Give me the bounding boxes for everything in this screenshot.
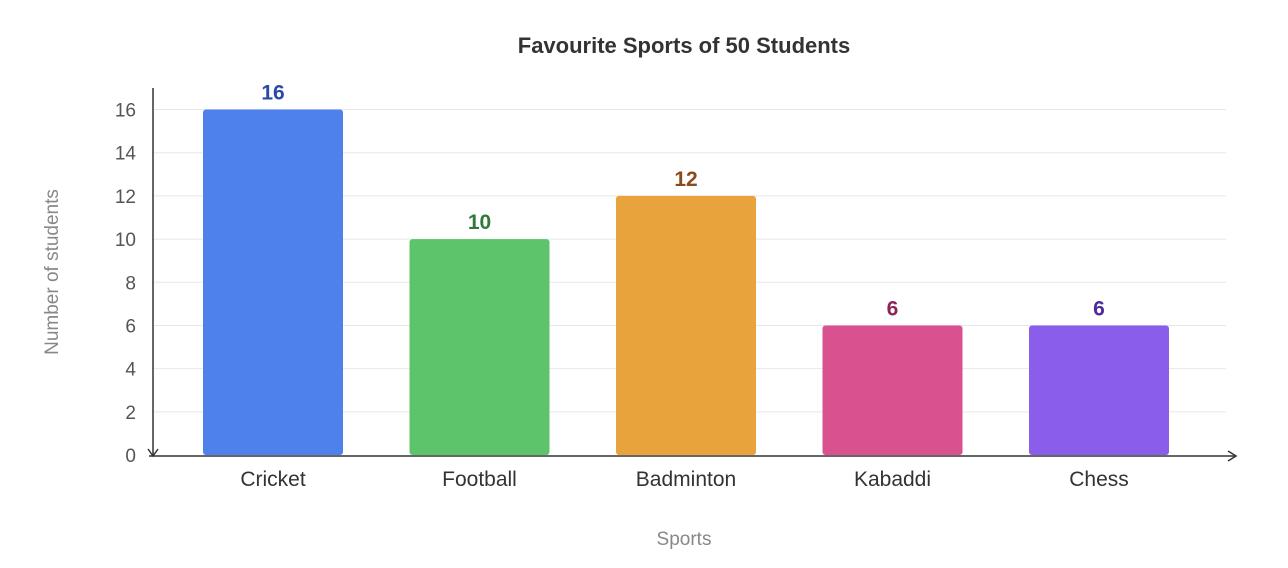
x-category-label: Badminton bbox=[636, 468, 736, 491]
chart-title: Favourite Sports of 50 Students bbox=[518, 33, 851, 58]
y-tick-label: 12 bbox=[115, 187, 136, 208]
y-axis-title: Number of students bbox=[42, 189, 63, 355]
x-axis-title: Sports bbox=[657, 529, 712, 550]
y-tick-label: 16 bbox=[115, 101, 136, 122]
y-tick-label: 10 bbox=[115, 230, 136, 251]
data-label: 10 bbox=[468, 211, 491, 234]
x-category-labels: Cricket Football Badminton Kabaddi Chess bbox=[240, 468, 1128, 491]
bars bbox=[203, 109, 1169, 455]
data-label: 16 bbox=[261, 82, 284, 105]
x-category-label: Football bbox=[442, 468, 517, 491]
data-label: 6 bbox=[1093, 297, 1105, 320]
data-label: 6 bbox=[887, 297, 899, 320]
y-tick-label: 0 bbox=[125, 446, 136, 467]
data-label: 12 bbox=[674, 168, 697, 191]
y-tick-labels: 0 2 4 6 8 10 12 14 16 bbox=[115, 101, 137, 468]
bar bbox=[203, 109, 343, 455]
y-tick-label: 4 bbox=[125, 360, 136, 381]
x-category-label: Chess bbox=[1069, 468, 1129, 491]
y-tick-label: 6 bbox=[125, 316, 136, 337]
y-tick-label: 14 bbox=[115, 144, 137, 165]
bar bbox=[616, 195, 756, 455]
data-labels: 16 10 12 6 6 bbox=[261, 82, 1105, 321]
bar bbox=[1029, 325, 1169, 455]
x-category-label: Cricket bbox=[240, 468, 306, 491]
bar bbox=[409, 239, 550, 455]
axes bbox=[147, 88, 1238, 462]
bar bbox=[822, 325, 963, 455]
x-axis-arrowhead bbox=[1227, 450, 1238, 462]
y-tick-label: 2 bbox=[125, 403, 136, 424]
x-category-label: Kabaddi bbox=[854, 468, 931, 491]
y-tick-label: 8 bbox=[125, 273, 136, 294]
